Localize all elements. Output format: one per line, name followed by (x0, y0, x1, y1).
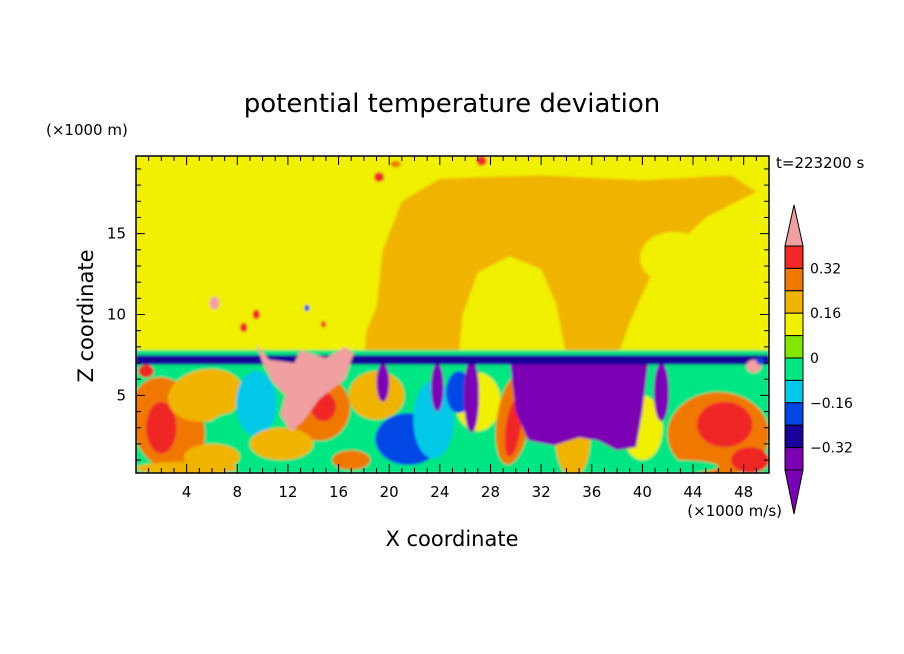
x-tick-label: 40 (633, 483, 652, 501)
colorbar-swatch (784, 402, 804, 426)
colorbar-label: −0.16 (810, 396, 853, 412)
field-blob (476, 156, 487, 166)
x-unit-label: (×1000 m/s) (687, 502, 782, 520)
colorbar-label: 0 (810, 351, 819, 367)
y-axis-label: Z coordinate (74, 249, 98, 382)
x-tick-label: 20 (380, 483, 399, 501)
field-blob (390, 160, 401, 168)
x-tick-label: 48 (734, 483, 753, 501)
x-tick-label: 28 (481, 483, 500, 501)
colorbar-label: 0.16 (810, 306, 841, 322)
x-tick-label: 16 (329, 483, 348, 501)
region-plume-interior (458, 256, 567, 357)
region-cold-pool (509, 358, 649, 451)
field-blob (239, 322, 248, 333)
colorbar-swatch (784, 245, 804, 269)
colorbar-label: −0.32 (810, 441, 853, 457)
colorbar-swatch (784, 290, 804, 314)
colorbar-swatch (784, 447, 804, 471)
field-blob (463, 358, 480, 433)
x-axis: 4 8 12 16 20 24 28 32 36 40 44 48 (148, 156, 757, 501)
y-axis: 5 10 15 (107, 168, 769, 461)
field-blob (320, 320, 326, 328)
field-blob (376, 363, 390, 402)
region-warm-anomaly (256, 343, 354, 431)
y-tick-label: 15 (107, 225, 126, 243)
x-tick-label: 32 (532, 483, 551, 501)
colorbar-swatch (784, 357, 804, 381)
region-plume (363, 175, 757, 359)
field-blob (696, 401, 753, 448)
plot-area (136, 156, 769, 473)
colorbar-swatch (784, 379, 804, 404)
field-blob (413, 380, 454, 459)
x-tick-label: 4 (182, 483, 192, 501)
y-tick-label: 10 (107, 306, 126, 324)
x-tick-label: 12 (278, 483, 297, 501)
region-inversion-band-top (136, 350, 769, 355)
x-tick-label: 24 (430, 483, 449, 501)
field-blob (138, 364, 154, 378)
x-tick-label: 36 (582, 483, 601, 501)
field-blob (653, 363, 669, 422)
field-blob (374, 172, 385, 182)
colorbar-bottom-arrow (784, 469, 804, 515)
field-blob (249, 427, 314, 461)
field-blob (642, 460, 719, 473)
time-label: t=223200 s (776, 154, 864, 172)
field-blob (332, 450, 371, 470)
y-tick-label: 5 (116, 386, 126, 404)
field-blob (731, 447, 769, 473)
field-blob (304, 304, 310, 312)
colorbar: 0.32 0.16 0 −0.16 −0.32 (784, 204, 853, 515)
field-blob (430, 363, 444, 412)
colorbar-top-arrow (784, 204, 804, 247)
colorbar-swatch (784, 312, 804, 337)
y-unit-label: (×1000 m) (46, 121, 128, 139)
x-tick-label: 8 (233, 483, 243, 501)
region-inversion-band (136, 354, 769, 365)
chart-title: potential temperature deviation (244, 89, 660, 119)
x-axis-label: X coordinate (385, 527, 518, 551)
colorbar-swatch (784, 267, 804, 292)
colorbar-swatch (784, 335, 804, 359)
colorbar-label: 0.32 (810, 261, 841, 277)
field-blob (146, 401, 177, 454)
field-blob (756, 358, 764, 365)
field-blob (209, 296, 220, 310)
field-blob (236, 371, 277, 436)
colorbar-swatch (784, 424, 804, 449)
x-tick-label: 44 (683, 483, 702, 501)
field-blob (348, 371, 405, 420)
region-plume-hole (640, 231, 709, 284)
field-blob (252, 309, 261, 320)
field-blob (167, 369, 244, 422)
